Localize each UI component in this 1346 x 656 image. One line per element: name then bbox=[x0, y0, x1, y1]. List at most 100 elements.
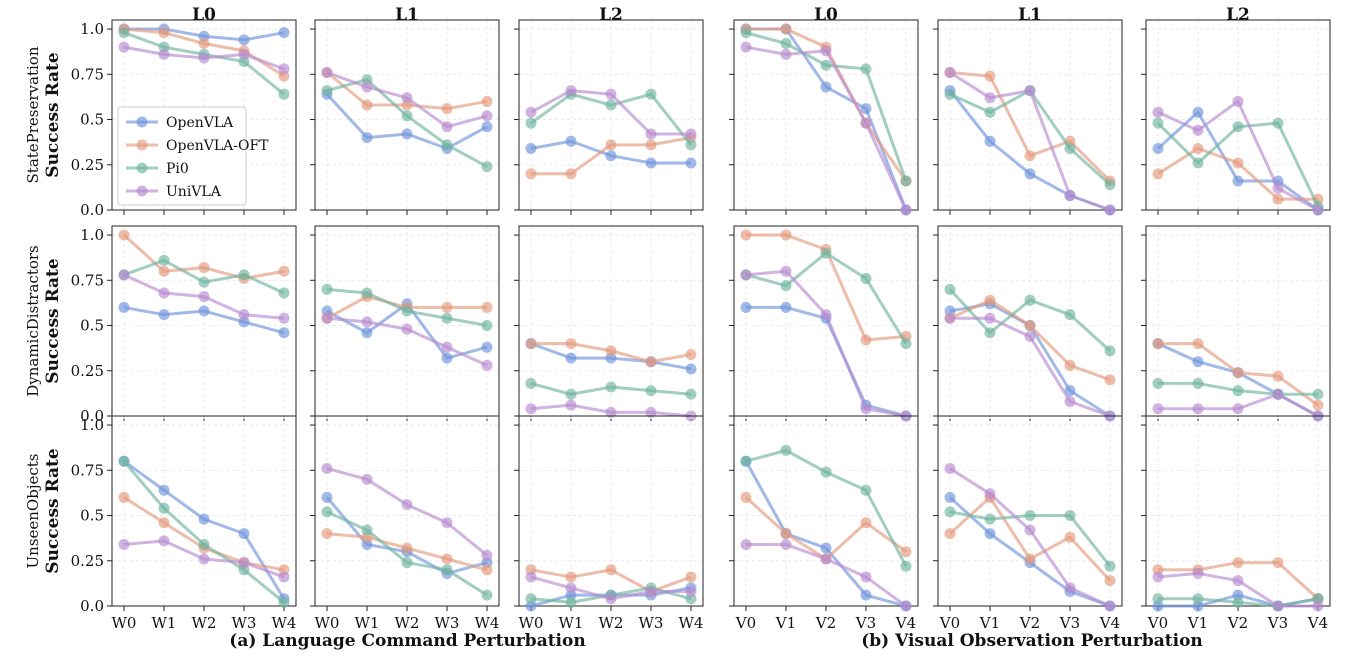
y-tick-label: 0.0 bbox=[80, 597, 104, 615]
data-point bbox=[1064, 359, 1076, 371]
data-point bbox=[984, 106, 996, 118]
data-point bbox=[900, 175, 912, 187]
row-label: StatePreservation Success Rate bbox=[24, 46, 63, 183]
data-point bbox=[401, 110, 413, 122]
data-point bbox=[1064, 396, 1076, 408]
data-point bbox=[321, 462, 333, 474]
data-point bbox=[605, 150, 617, 162]
data-point bbox=[645, 128, 657, 140]
data-point bbox=[118, 301, 130, 313]
data-point bbox=[238, 528, 250, 540]
data-point bbox=[1272, 370, 1284, 382]
data-point bbox=[860, 334, 872, 346]
data-point bbox=[1272, 388, 1284, 400]
data-point bbox=[1192, 106, 1204, 118]
data-point bbox=[361, 81, 373, 93]
data-point bbox=[1024, 510, 1036, 522]
data-point bbox=[780, 538, 792, 550]
data-point bbox=[361, 473, 373, 485]
data-point bbox=[1232, 557, 1244, 569]
data-point bbox=[944, 283, 956, 295]
data-point bbox=[860, 103, 872, 115]
data-point bbox=[198, 276, 210, 288]
data-point bbox=[441, 312, 453, 324]
data-point bbox=[1232, 385, 1244, 397]
legend-label: OpenVLA-OFT bbox=[166, 138, 269, 154]
row-label-name: UnseenObjects bbox=[24, 454, 42, 569]
data-point bbox=[1232, 575, 1244, 587]
data-point bbox=[860, 589, 872, 601]
data-point bbox=[321, 85, 333, 97]
data-point bbox=[1064, 142, 1076, 154]
data-point bbox=[740, 27, 752, 39]
data-point bbox=[238, 309, 250, 321]
data-point bbox=[158, 265, 170, 277]
data-point bbox=[565, 571, 577, 583]
data-point bbox=[158, 502, 170, 514]
y-tick-label: 0.0 bbox=[80, 407, 104, 425]
data-point bbox=[401, 128, 413, 140]
data-point bbox=[820, 45, 832, 57]
data-point bbox=[780, 280, 792, 292]
data-point bbox=[278, 596, 290, 608]
data-point bbox=[481, 589, 493, 601]
data-point bbox=[1104, 179, 1116, 191]
data-point bbox=[401, 542, 413, 554]
data-point bbox=[1272, 193, 1284, 205]
data-point bbox=[780, 301, 792, 313]
data-point bbox=[780, 229, 792, 241]
data-point bbox=[1104, 560, 1116, 572]
data-point bbox=[565, 85, 577, 97]
data-point bbox=[158, 484, 170, 496]
data-point bbox=[525, 117, 537, 129]
data-point bbox=[860, 63, 872, 75]
data-point bbox=[1104, 345, 1116, 357]
data-point bbox=[860, 517, 872, 529]
panel bbox=[933, 225, 1123, 422]
data-point bbox=[780, 265, 792, 277]
data-point bbox=[984, 92, 996, 104]
x-tick-label: V1 bbox=[775, 614, 796, 632]
data-point bbox=[944, 66, 956, 78]
data-point bbox=[984, 488, 996, 500]
row-label-metric: Success Rate bbox=[43, 448, 63, 574]
y-tick-label: 1.0 bbox=[80, 20, 104, 38]
legend-marker bbox=[136, 185, 148, 197]
data-point bbox=[198, 262, 210, 274]
data-point bbox=[198, 305, 210, 317]
data-point bbox=[321, 506, 333, 518]
data-point bbox=[401, 499, 413, 511]
x-tick-label: V0 bbox=[735, 614, 756, 632]
panel-frame bbox=[518, 19, 704, 211]
data-point bbox=[1152, 593, 1164, 605]
data-point bbox=[1104, 575, 1116, 587]
data-point bbox=[1232, 367, 1244, 379]
data-point bbox=[1024, 320, 1036, 332]
data-point bbox=[278, 571, 290, 583]
data-point bbox=[685, 363, 697, 375]
legend-marker bbox=[136, 116, 148, 128]
data-point bbox=[401, 323, 413, 335]
y-tick-label: 0.75 bbox=[71, 271, 104, 289]
data-point bbox=[645, 385, 657, 397]
row-label-metric: Success Rate bbox=[43, 52, 63, 178]
data-point bbox=[984, 513, 996, 525]
panel: 0.0 0.25 0.5 0.75 1.0 W0 W1 W2 W3 W4 bbox=[71, 415, 297, 632]
data-point bbox=[525, 403, 537, 415]
data-point bbox=[984, 294, 996, 306]
data-point bbox=[525, 168, 537, 180]
data-point bbox=[441, 121, 453, 133]
data-point bbox=[1064, 385, 1076, 397]
data-point bbox=[401, 557, 413, 569]
data-point bbox=[820, 247, 832, 259]
data-point bbox=[1192, 142, 1204, 154]
x-tick-label: V4 bbox=[1307, 614, 1328, 632]
x-tick-label: V2 bbox=[1019, 614, 1040, 632]
data-point bbox=[780, 528, 792, 540]
data-point bbox=[565, 399, 577, 411]
data-point bbox=[1024, 294, 1036, 306]
panel-frame bbox=[1145, 19, 1331, 211]
data-point bbox=[605, 345, 617, 357]
panel-frame bbox=[733, 415, 919, 607]
